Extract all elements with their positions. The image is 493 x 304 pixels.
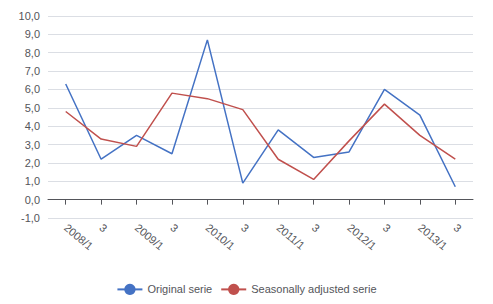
svg-text:3: 3 [310,221,322,234]
svg-text:1,0: 1,0 [25,175,40,187]
svg-text:2011/1: 2011/1 [274,221,307,251]
svg-text:3,0: 3,0 [25,139,40,151]
svg-text:2,0: 2,0 [25,157,40,169]
svg-text:2008/1: 2008/1 [62,221,95,252]
svg-text:0,0: 0,0 [25,194,40,206]
svg-text:2013/1: 2013/1 [416,221,449,252]
svg-text:-1,0: -1,0 [21,212,40,224]
svg-text:3: 3 [97,221,109,234]
svg-text:Seasonally adjusted serie: Seasonally adjusted serie [251,283,376,295]
svg-text:5,0: 5,0 [25,102,40,114]
svg-text:8,0: 8,0 [25,47,40,59]
svg-text:3: 3 [381,221,393,234]
svg-text:2009/1: 2009/1 [133,221,166,252]
svg-text:3: 3 [239,221,251,234]
svg-text:6,0: 6,0 [25,83,40,95]
svg-text:9,0: 9,0 [25,28,40,40]
svg-text:3: 3 [168,221,180,234]
svg-text:2012/1: 2012/1 [345,221,378,252]
svg-text:7,0: 7,0 [25,65,40,77]
svg-text:Original serie: Original serie [147,283,212,295]
svg-text:2010/1: 2010/1 [204,221,237,252]
svg-text:4,0: 4,0 [25,120,40,132]
svg-text:10,0: 10,0 [19,10,40,22]
svg-text:3: 3 [451,221,463,234]
